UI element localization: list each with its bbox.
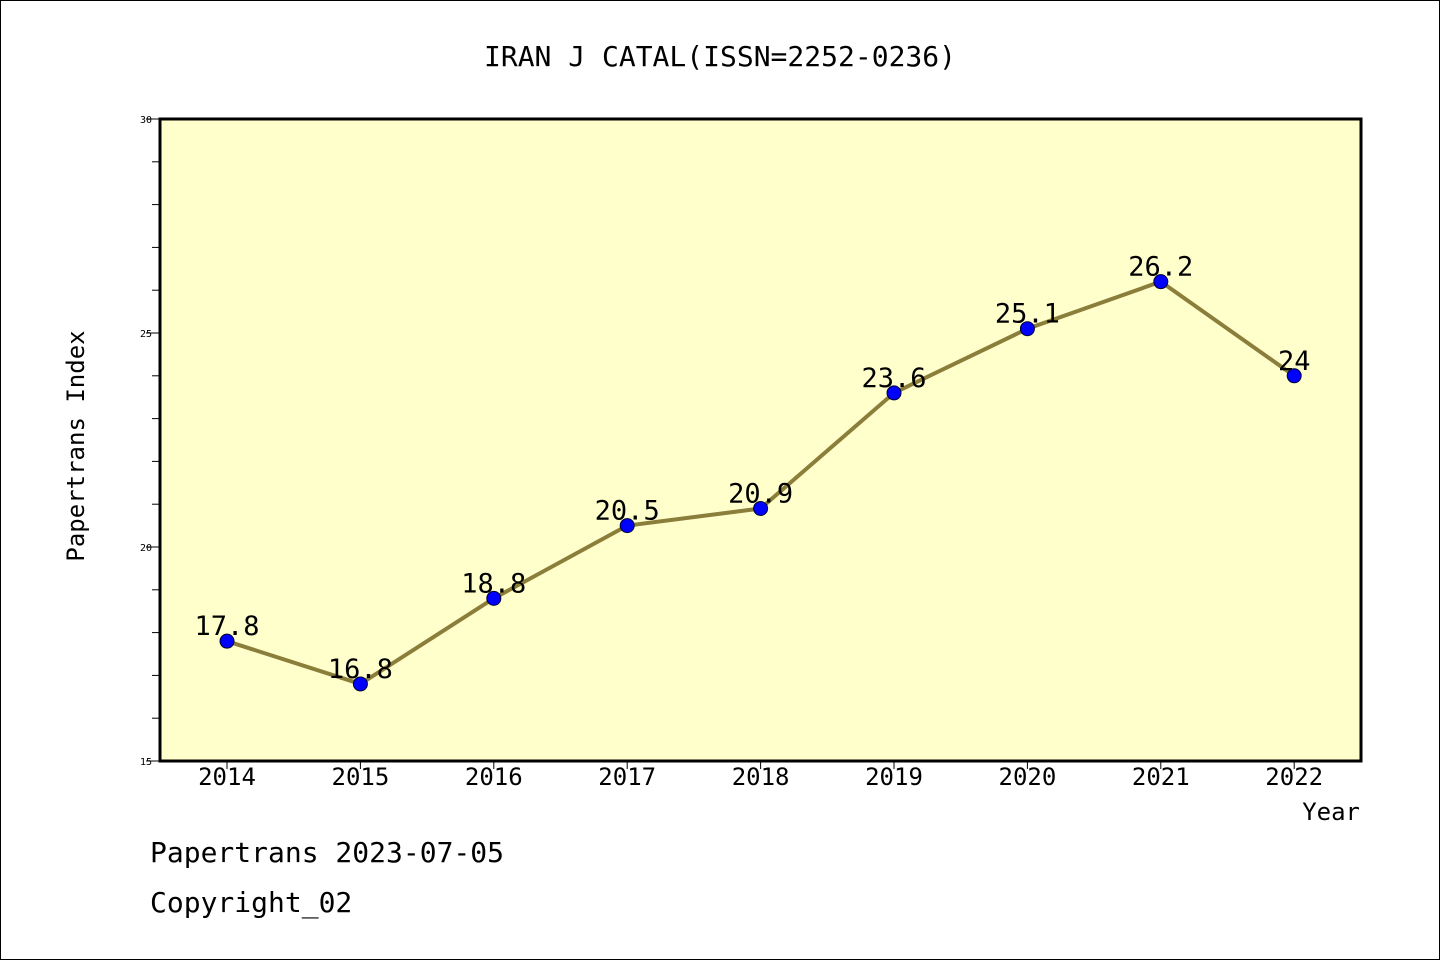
data-point xyxy=(619,518,635,534)
data-point xyxy=(219,633,235,649)
data-label: 23.6 xyxy=(861,363,926,394)
series-markers xyxy=(219,274,1302,692)
data-label: 16.8 xyxy=(328,654,393,685)
data-label: 18.8 xyxy=(461,568,526,599)
data-point xyxy=(352,676,368,692)
x-tick-label: 2018 xyxy=(732,763,790,791)
y-tick-label: 20 xyxy=(140,543,152,554)
data-label: 17.8 xyxy=(194,611,259,642)
chart-title: IRAN J CATAL(ISSN=2252-0236) xyxy=(484,40,956,73)
y-tick-label: 30 xyxy=(140,115,152,126)
x-axis-label: Year xyxy=(1302,798,1360,826)
x-tick-label: 2020 xyxy=(999,763,1057,791)
data-point xyxy=(1286,368,1302,384)
data-label: 26.2 xyxy=(1128,252,1193,283)
data-label: 25.1 xyxy=(995,299,1060,330)
x-tick-label: 2022 xyxy=(1265,763,1323,791)
data-label: 20.5 xyxy=(595,496,660,527)
data-label: 20.9 xyxy=(728,478,793,509)
y-axis-label: Papertrans Index xyxy=(62,330,90,561)
plot-area xyxy=(158,117,1363,763)
x-tick-label: 2016 xyxy=(465,763,523,791)
data-point xyxy=(1019,321,1035,337)
data-point xyxy=(1153,274,1169,290)
data-point xyxy=(486,590,502,606)
data-point xyxy=(886,385,902,401)
data-point xyxy=(753,500,769,516)
x-axis-ticks: 2014 2015 2016 2017 2018 2019 2020 2021 2022 xyxy=(198,761,1323,791)
x-tick-label: 2021 xyxy=(1132,763,1190,791)
footer-copyright: Copyright_02 xyxy=(150,886,353,919)
x-tick-label: 2017 xyxy=(598,763,656,791)
y-tick-label: 25 xyxy=(140,329,152,340)
x-tick-label: 2019 xyxy=(865,763,923,791)
footer-date: Papertrans 2023-07-05 xyxy=(150,836,505,869)
data-label: 24 xyxy=(1278,346,1311,377)
data-labels: 17.8 16.8 18.8 20.5 20.9 23.6 25.1 26.2 24 xyxy=(194,252,1310,685)
x-tick-label: 2014 xyxy=(198,763,256,791)
x-tick-label: 2015 xyxy=(332,763,390,791)
y-tick-label: 15 xyxy=(140,757,152,768)
y-axis-ticks: 15 20 25 30 xyxy=(140,115,160,768)
